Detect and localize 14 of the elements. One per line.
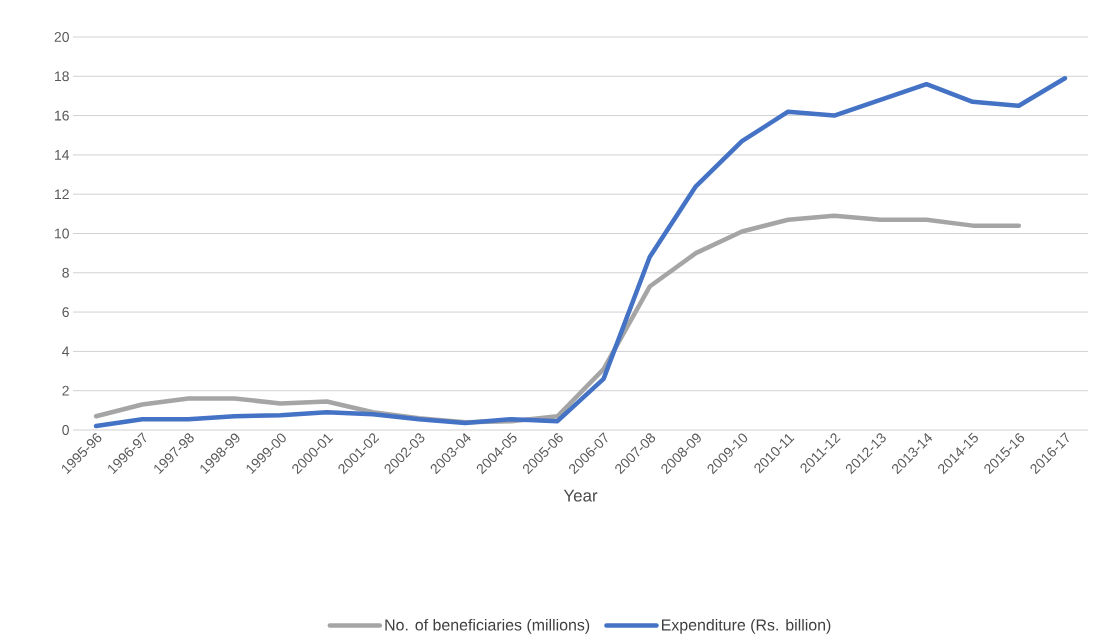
- y-tick-label: 8: [62, 267, 69, 278]
- y-tick-label: 12: [55, 189, 69, 200]
- y-tick-label: 14: [55, 150, 70, 160]
- y-tick-label: 4: [62, 346, 70, 357]
- legend-label: No. of beneficiaries (millions): [385, 618, 590, 634]
- y-tick-label: 20: [54, 32, 69, 42]
- x-axis-title: Year: [563, 489, 598, 502]
- y-tick-label: 2: [62, 385, 69, 396]
- y-tick-label: 0: [62, 425, 69, 435]
- legend-label: Expenditure (Rs. billion): [662, 618, 831, 634]
- y-tick-label: 6: [62, 307, 69, 318]
- y-tick-label: 10: [55, 228, 69, 239]
- y-tick-label: 18: [55, 71, 69, 82]
- y-tick-label: 16: [55, 110, 69, 121]
